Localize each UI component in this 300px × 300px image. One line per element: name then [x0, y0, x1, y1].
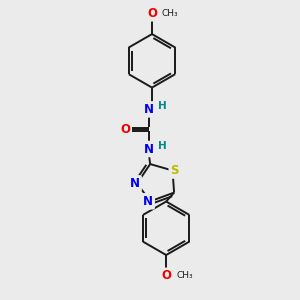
Text: CH₃: CH₃ — [162, 9, 178, 18]
Text: O: O — [161, 269, 171, 282]
Text: CH₃: CH₃ — [176, 271, 193, 280]
Text: O: O — [147, 7, 157, 20]
Text: O: O — [120, 123, 130, 136]
Text: N: N — [143, 195, 153, 208]
Text: H: H — [158, 101, 167, 111]
Text: S: S — [170, 164, 179, 177]
Text: N: N — [144, 142, 154, 155]
Text: N: N — [144, 103, 154, 116]
Text: H: H — [158, 141, 167, 151]
Text: N: N — [130, 177, 140, 190]
